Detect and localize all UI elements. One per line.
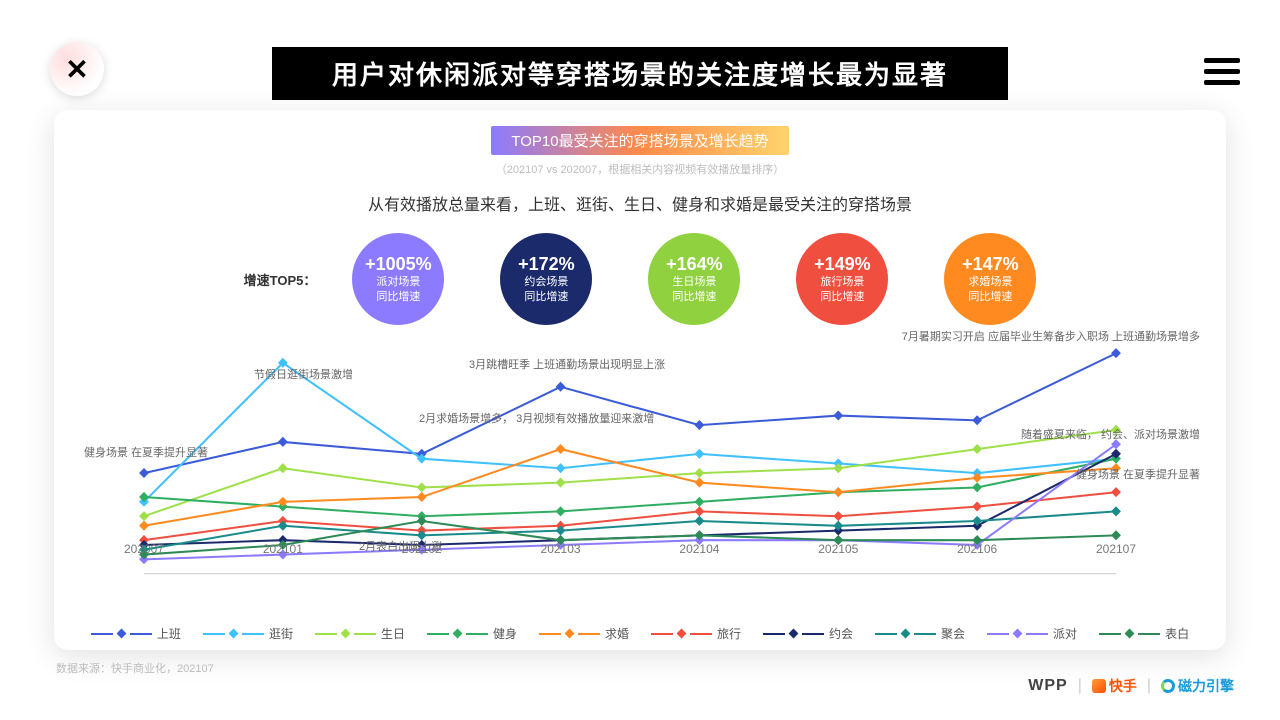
annotation-summer-party: 随着盛夏来临， 约会、派对场景激增 xyxy=(1021,428,1200,443)
top5-bubbles: 增速TOP5： +1005%派对场景同比增速 +172%约会场景同比增速 +164%… xyxy=(82,233,1198,325)
legend-item: 生日 xyxy=(315,625,405,642)
legend-item: 逛街 xyxy=(203,625,293,642)
page-title: 用户对休闲派对等穿搭场景的关注度增长最为显著 xyxy=(272,47,1008,100)
legend-item: 表白 xyxy=(1099,625,1189,642)
title-bar: 用户对休闲派对等穿搭场景的关注度增长最为显著 xyxy=(0,50,1280,96)
growth-bubble: +164%生日场景同比增速 xyxy=(648,233,740,325)
footer-logos: WPP | 快手 | 磁力引擎 xyxy=(1028,676,1234,696)
top5-label: 增速TOP5： xyxy=(244,270,317,289)
kuaishou-logo: 快手 xyxy=(1092,676,1137,696)
annotation-holiday: 节假日逛街场景激增 xyxy=(254,368,353,383)
line-chart: 2020072021012021022021032021042021052021… xyxy=(84,328,1196,592)
legend-item: 聚会 xyxy=(875,625,965,642)
wpp-logo: WPP xyxy=(1028,677,1067,695)
section-chip: TOP10最受关注的穿搭场景及增长趋势 xyxy=(491,126,788,155)
legend-item: 约会 xyxy=(763,625,853,642)
legend-item: 派对 xyxy=(987,625,1077,642)
annotation-confession: 2月表白出现上涨 xyxy=(359,540,442,555)
annotation-march-job: 3月跳槽旺季 上班通勤场景出现明显上涨 xyxy=(469,358,665,373)
legend-item: 求婚 xyxy=(539,625,629,642)
annotation-fitness-left: 健身场景 在夏季提升显著 xyxy=(84,446,208,461)
growth-bubble: +149%旅行场景同比增速 xyxy=(796,233,888,325)
annotation-proposal: 2月求婚场景增多， 3月视频有效播放量迎来激增 xyxy=(419,412,654,427)
legend-item: 健身 xyxy=(427,625,517,642)
x-axis-labels: 2020072021012021022021032021042021052021… xyxy=(84,542,1196,558)
data-source: 数据来源：快手商业化，202107 xyxy=(56,660,214,676)
content-card: TOP10最受关注的穿搭场景及增长趋势 （202107 vs 202007，根据… xyxy=(54,110,1226,650)
growth-bubble: +1005%派对场景同比增速 xyxy=(352,233,444,325)
sub-note: （202107 vs 202007，根据相关内容视频有效播放量排序） xyxy=(82,161,1198,177)
growth-bubble: +147%求婚场景同比增速 xyxy=(944,233,1036,325)
cili-logo: 磁力引擎 xyxy=(1161,676,1234,696)
legend-item: 上班 xyxy=(91,625,181,642)
annotation-july-intern: 7月暑期实习开启 应届毕业生筹备步入职场 上班通勤场景增多 xyxy=(902,330,1200,345)
legend-item: 旅行 xyxy=(651,625,741,642)
summary-text: 从有效播放总量来看，上班、逛街、生日、健身和求婚是最受关注的穿搭场景 xyxy=(82,191,1198,215)
chart-legend: 上班 逛街 生日 健身 求婚 旅行 约会 聚会 派对 表白 xyxy=(54,625,1226,642)
growth-bubble: +172%约会场景同比增速 xyxy=(500,233,592,325)
annotation-fitness-right: 健身场景 在夏季提升显著 xyxy=(1076,468,1200,483)
